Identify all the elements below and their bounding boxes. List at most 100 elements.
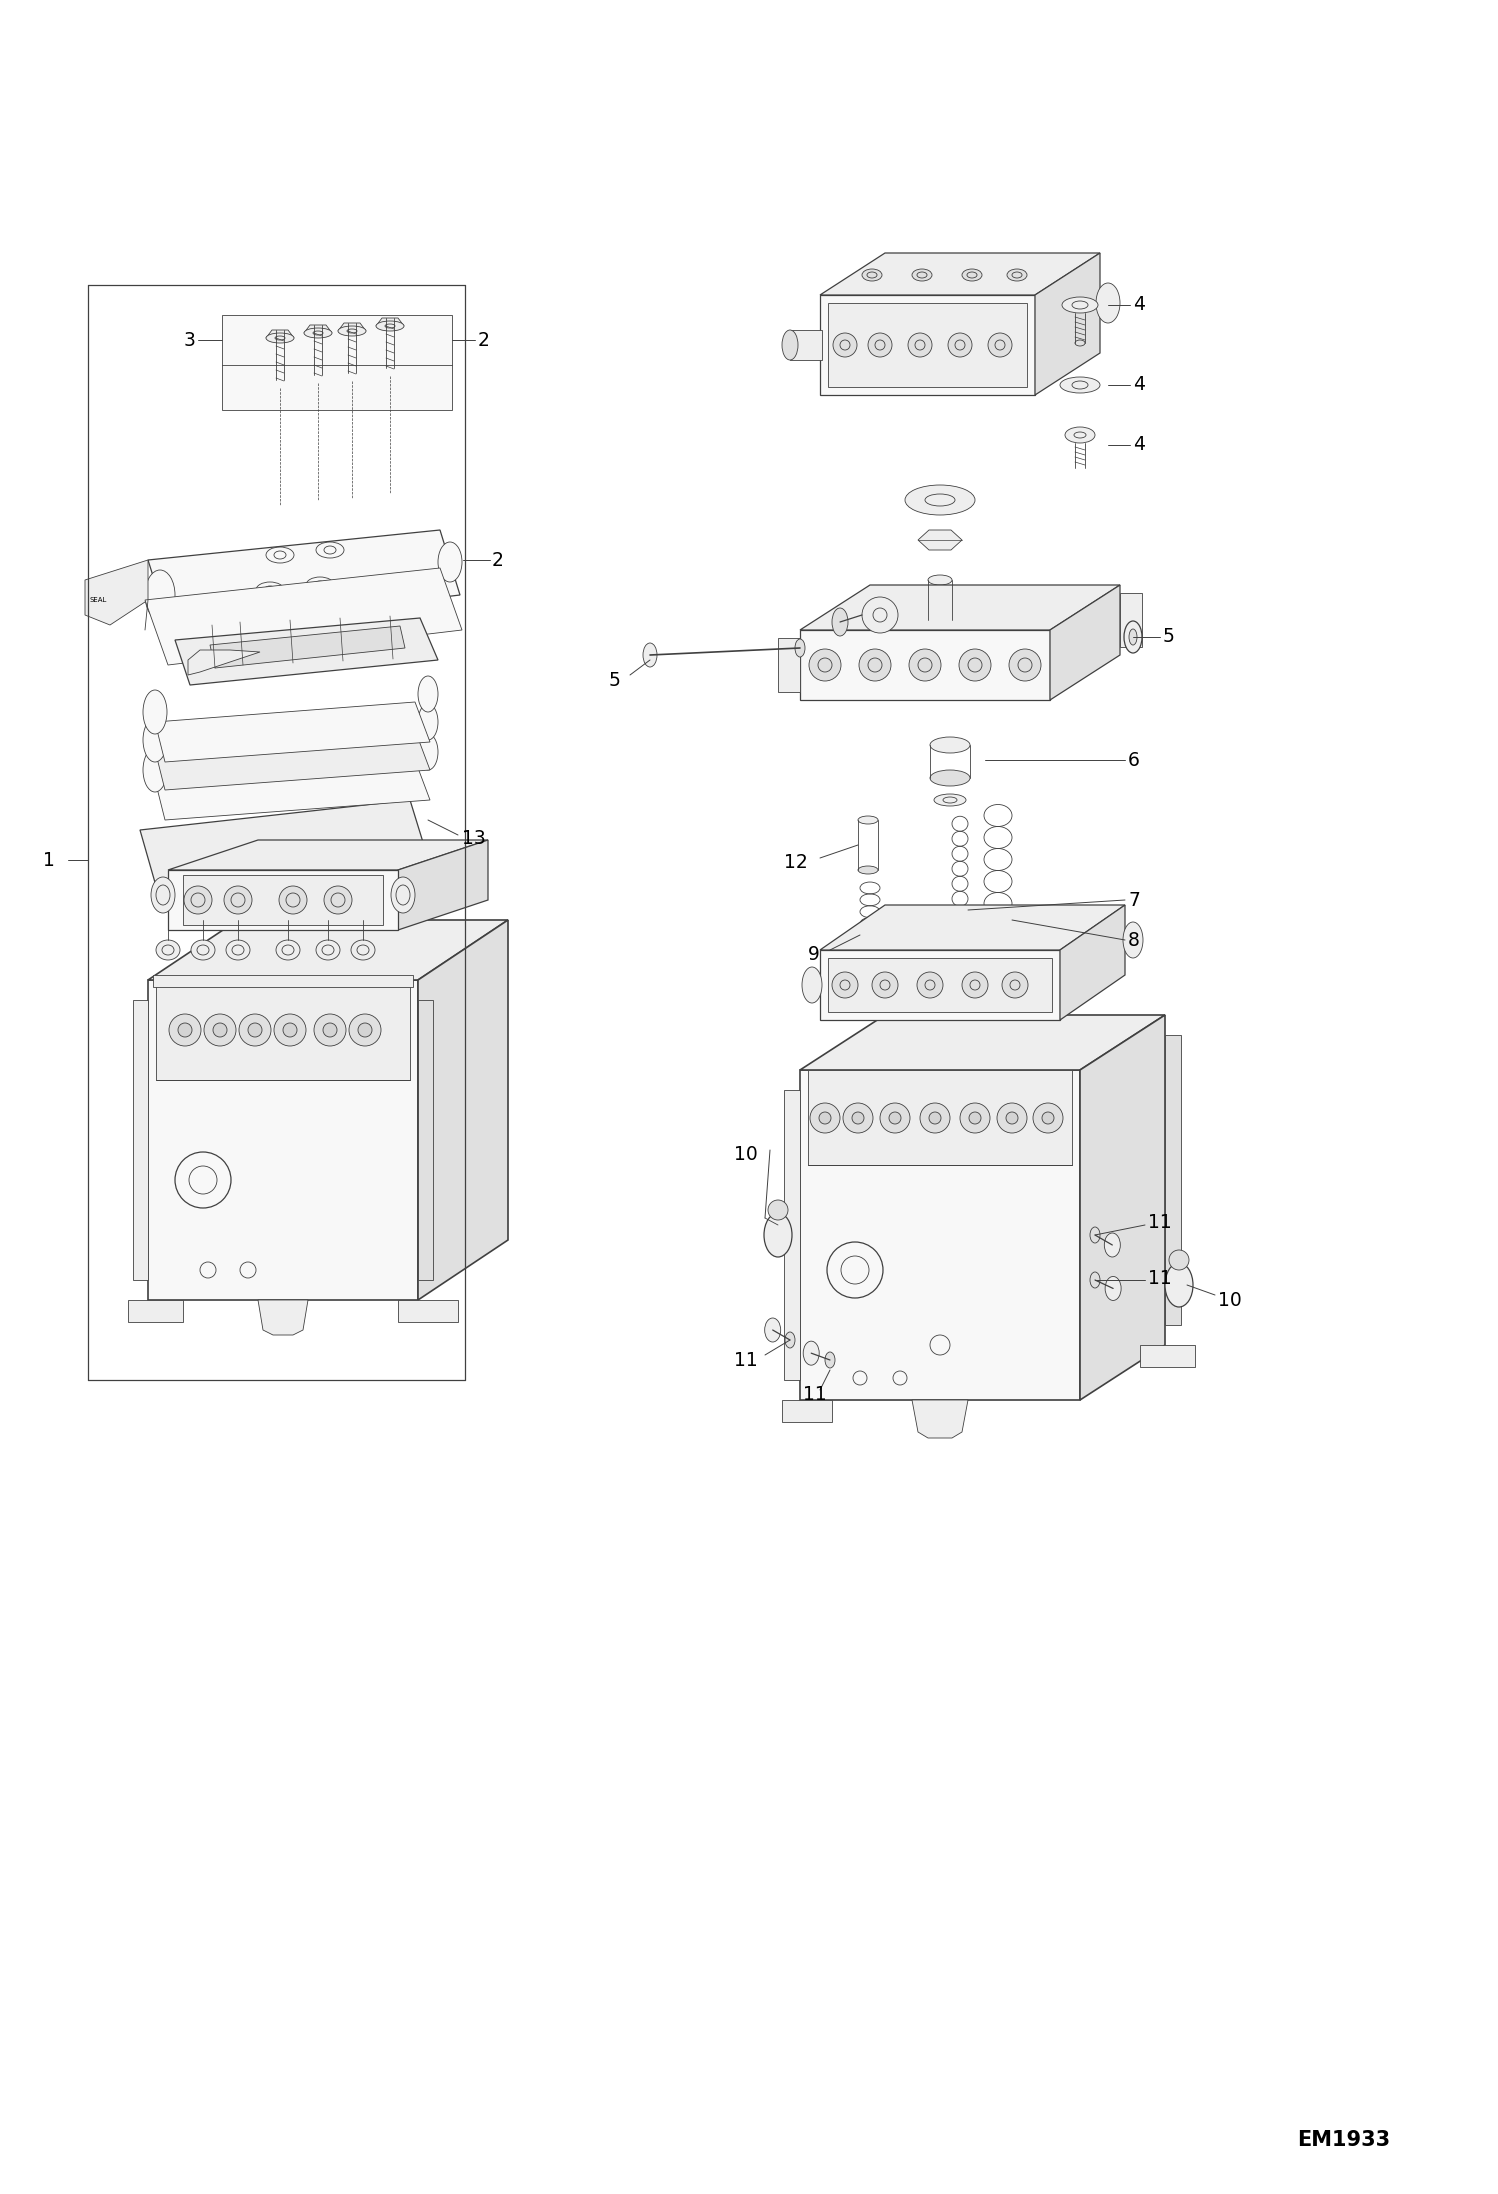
Ellipse shape bbox=[909, 649, 941, 680]
Ellipse shape bbox=[905, 485, 975, 516]
Ellipse shape bbox=[156, 939, 180, 961]
Polygon shape bbox=[819, 252, 1100, 294]
Ellipse shape bbox=[1129, 630, 1137, 645]
Ellipse shape bbox=[858, 649, 891, 680]
Ellipse shape bbox=[142, 748, 166, 792]
Ellipse shape bbox=[927, 575, 953, 586]
Text: 7: 7 bbox=[1128, 891, 1140, 911]
Bar bbox=[156, 981, 410, 1079]
Ellipse shape bbox=[879, 1104, 909, 1132]
Bar bbox=[828, 303, 1028, 386]
Bar bbox=[133, 1000, 148, 1279]
Text: EM1933: EM1933 bbox=[1297, 2130, 1390, 2150]
Text: 8: 8 bbox=[1128, 930, 1140, 950]
Bar bbox=[807, 1071, 1073, 1165]
Text: 2: 2 bbox=[478, 331, 490, 349]
Polygon shape bbox=[800, 1016, 1165, 1071]
Ellipse shape bbox=[888, 1112, 900, 1123]
Bar bbox=[783, 1090, 800, 1380]
Polygon shape bbox=[175, 619, 437, 685]
Polygon shape bbox=[168, 840, 488, 871]
Ellipse shape bbox=[279, 886, 307, 915]
Ellipse shape bbox=[1168, 1251, 1189, 1270]
Ellipse shape bbox=[917, 972, 944, 998]
Ellipse shape bbox=[142, 717, 166, 761]
Bar bbox=[222, 316, 452, 410]
Text: 12: 12 bbox=[785, 853, 807, 871]
Ellipse shape bbox=[324, 1022, 337, 1038]
Bar bbox=[398, 1301, 458, 1323]
Ellipse shape bbox=[418, 735, 437, 770]
Ellipse shape bbox=[872, 972, 897, 998]
Ellipse shape bbox=[927, 614, 953, 625]
Ellipse shape bbox=[861, 597, 897, 634]
Ellipse shape bbox=[929, 1112, 941, 1123]
Ellipse shape bbox=[1104, 1233, 1121, 1257]
Ellipse shape bbox=[819, 1112, 831, 1123]
Text: 9: 9 bbox=[807, 946, 819, 965]
Ellipse shape bbox=[437, 542, 461, 581]
Polygon shape bbox=[418, 919, 508, 1301]
Ellipse shape bbox=[831, 972, 858, 998]
Ellipse shape bbox=[948, 333, 972, 358]
Ellipse shape bbox=[930, 737, 971, 753]
Ellipse shape bbox=[316, 939, 340, 961]
Ellipse shape bbox=[1061, 377, 1100, 393]
Polygon shape bbox=[154, 759, 430, 821]
Text: 10: 10 bbox=[734, 1145, 758, 1165]
Polygon shape bbox=[258, 1301, 309, 1334]
Polygon shape bbox=[912, 1400, 968, 1437]
Ellipse shape bbox=[989, 333, 1013, 358]
Ellipse shape bbox=[867, 333, 891, 358]
Ellipse shape bbox=[801, 968, 822, 1003]
Ellipse shape bbox=[1091, 1273, 1100, 1288]
Ellipse shape bbox=[782, 329, 798, 360]
Bar bbox=[800, 630, 1050, 700]
Text: 1: 1 bbox=[43, 851, 55, 869]
Ellipse shape bbox=[267, 333, 294, 342]
Ellipse shape bbox=[1165, 1264, 1192, 1308]
Polygon shape bbox=[339, 323, 366, 331]
Ellipse shape bbox=[1010, 649, 1041, 680]
Ellipse shape bbox=[274, 1014, 306, 1047]
Bar bbox=[153, 974, 413, 987]
Ellipse shape bbox=[192, 939, 216, 961]
Ellipse shape bbox=[145, 570, 175, 621]
Text: 11: 11 bbox=[1147, 1213, 1171, 1231]
Ellipse shape bbox=[225, 886, 252, 915]
Polygon shape bbox=[800, 586, 1121, 630]
Ellipse shape bbox=[1007, 1112, 1019, 1123]
Ellipse shape bbox=[418, 676, 437, 713]
Ellipse shape bbox=[858, 816, 878, 825]
Polygon shape bbox=[139, 801, 430, 900]
Ellipse shape bbox=[810, 1104, 840, 1132]
Ellipse shape bbox=[908, 333, 932, 358]
Bar bbox=[800, 1071, 1080, 1400]
Ellipse shape bbox=[933, 794, 966, 805]
Ellipse shape bbox=[1124, 621, 1141, 654]
Text: SEAL: SEAL bbox=[90, 597, 108, 603]
Polygon shape bbox=[304, 325, 333, 333]
Ellipse shape bbox=[962, 270, 983, 281]
Ellipse shape bbox=[391, 878, 415, 913]
Ellipse shape bbox=[376, 320, 404, 331]
Ellipse shape bbox=[240, 1014, 271, 1047]
Polygon shape bbox=[376, 318, 404, 327]
Ellipse shape bbox=[764, 1213, 792, 1257]
Ellipse shape bbox=[833, 333, 857, 358]
Ellipse shape bbox=[142, 689, 166, 735]
Ellipse shape bbox=[339, 327, 366, 336]
Polygon shape bbox=[267, 329, 294, 338]
Ellipse shape bbox=[213, 1022, 228, 1038]
Polygon shape bbox=[1035, 252, 1100, 395]
Ellipse shape bbox=[795, 638, 804, 656]
Ellipse shape bbox=[1062, 296, 1098, 314]
Text: 10: 10 bbox=[1218, 1290, 1242, 1310]
Bar bbox=[1121, 592, 1141, 647]
Bar bbox=[1165, 1036, 1180, 1325]
Bar bbox=[127, 1301, 183, 1323]
Bar bbox=[1140, 1345, 1195, 1367]
Ellipse shape bbox=[858, 867, 878, 873]
Text: 2: 2 bbox=[491, 551, 503, 570]
Ellipse shape bbox=[351, 939, 374, 961]
